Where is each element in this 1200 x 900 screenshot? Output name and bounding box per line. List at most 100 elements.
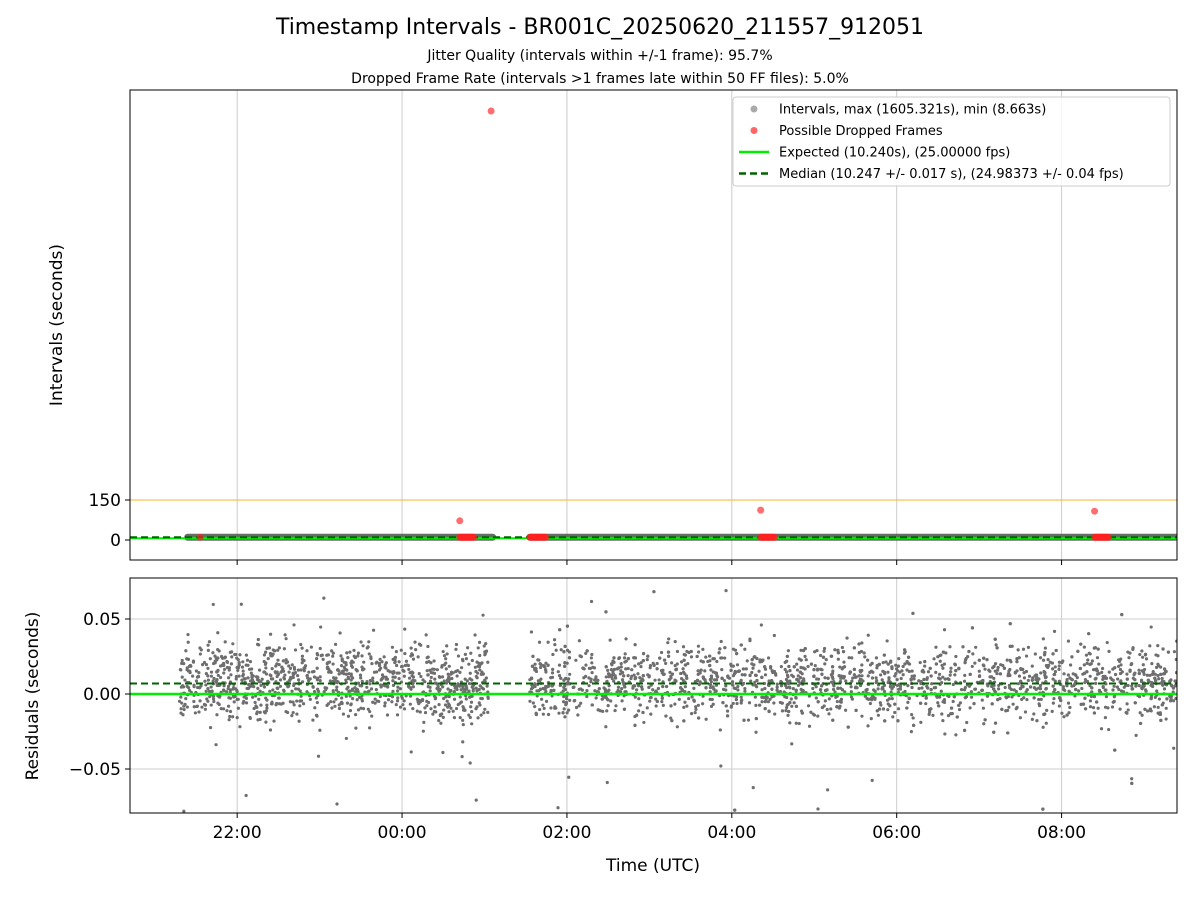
residual-point — [645, 658, 649, 662]
residual-point — [1046, 658, 1050, 662]
residual-point — [845, 636, 849, 640]
residual-point — [281, 667, 285, 671]
residual-point — [906, 661, 910, 665]
residual-point — [794, 704, 799, 708]
residual-point — [655, 661, 659, 666]
residual-point — [592, 666, 597, 670]
residual-point — [787, 709, 791, 714]
residual-point — [896, 719, 900, 723]
residual-point — [541, 703, 545, 707]
residual-point — [657, 678, 661, 682]
residual-point — [259, 680, 263, 684]
residual-point — [987, 668, 991, 672]
residual-point — [823, 662, 827, 666]
residual-point — [666, 654, 671, 658]
residual-point — [1117, 659, 1122, 663]
residual-point — [870, 661, 874, 666]
residual-point — [637, 697, 641, 701]
residual-point — [310, 670, 315, 674]
residual-point — [544, 668, 548, 672]
residual-point — [215, 713, 219, 717]
residual-point — [1061, 687, 1066, 691]
residual-point — [938, 659, 942, 663]
residual-point — [331, 662, 335, 666]
residual-point — [1070, 655, 1074, 659]
residual-point — [666, 650, 671, 654]
residual-point — [633, 664, 637, 668]
residual-point — [411, 678, 415, 682]
residual-point — [995, 672, 999, 676]
residual-point — [244, 653, 249, 657]
residual-point — [262, 659, 266, 664]
residual-point — [1042, 712, 1046, 717]
residual-point — [394, 703, 398, 707]
dropped-frame-point — [487, 107, 495, 115]
residual-point — [593, 678, 597, 682]
residual-point — [1156, 673, 1160, 678]
residual-point — [337, 703, 341, 707]
residual-point — [1074, 680, 1078, 684]
residual-point — [1031, 676, 1035, 680]
residual-point — [238, 725, 242, 729]
residual-point — [712, 687, 716, 691]
residual-point — [1156, 654, 1160, 658]
residual-point — [1082, 671, 1087, 675]
residual-point — [717, 651, 721, 655]
residual-point — [290, 689, 294, 693]
residual-point — [263, 662, 268, 666]
residual-point — [186, 640, 190, 644]
residual-point — [346, 656, 350, 660]
residual-point — [1009, 660, 1013, 664]
residual-point — [766, 700, 770, 704]
residual-point — [333, 704, 337, 708]
residual-point — [206, 648, 210, 652]
intervals-plot-area — [130, 90, 1177, 560]
residual-point — [544, 661, 548, 665]
residual-point — [832, 684, 836, 688]
residual-point — [395, 713, 400, 717]
residual-point — [416, 655, 420, 659]
residual-point — [550, 671, 555, 675]
residual-point — [941, 718, 945, 723]
residual-point — [394, 650, 399, 654]
residual-point — [1023, 710, 1028, 714]
residual-point — [750, 670, 754, 675]
residual-point — [546, 663, 550, 667]
residual-point — [949, 712, 953, 716]
residual-point — [1168, 679, 1172, 683]
residual-point — [1037, 704, 1042, 708]
residual-point — [531, 701, 535, 705]
residual-point — [477, 687, 481, 692]
residual-point — [763, 673, 768, 677]
residual-point — [603, 687, 607, 691]
residual-point — [356, 681, 361, 685]
residual-point — [245, 658, 250, 662]
residual-point — [237, 674, 241, 678]
residual-point — [470, 722, 474, 726]
residual-point — [278, 678, 283, 682]
residual-point — [1151, 670, 1155, 674]
residual-point — [1112, 684, 1116, 688]
residual-point — [699, 668, 703, 672]
residual-point — [741, 681, 746, 686]
residual-point — [344, 736, 348, 741]
residual-point — [393, 660, 397, 664]
residual-point — [790, 673, 794, 677]
residual-point — [957, 707, 962, 712]
residual-point — [917, 686, 921, 691]
x-tick-label: 08:00 — [1037, 823, 1086, 843]
residual-point — [911, 716, 915, 720]
residual-point — [362, 667, 366, 671]
residual-point — [476, 671, 480, 675]
residual-point — [474, 707, 478, 711]
residual-point — [870, 778, 874, 782]
residual-point — [183, 678, 187, 682]
residual-point — [704, 655, 708, 659]
residual-point — [391, 683, 396, 687]
residual-point — [1043, 675, 1048, 680]
residual-point — [703, 669, 707, 673]
residual-point — [318, 646, 322, 651]
residual-point — [1021, 667, 1025, 672]
residual-point — [1084, 653, 1089, 657]
residual-point — [863, 655, 867, 659]
